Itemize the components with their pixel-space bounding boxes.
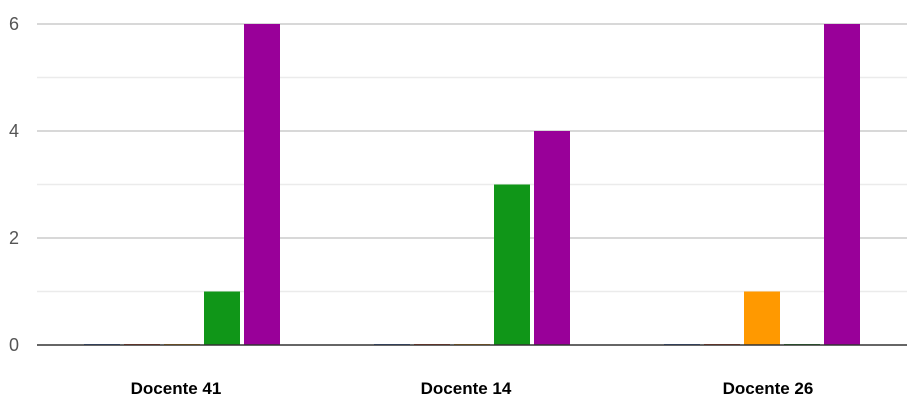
bars [84,24,860,345]
y-tick-labels: 0 2 4 6 [9,14,19,355]
bar-3-series-3 [744,291,780,345]
x-category-label: Docente 26 [723,379,814,396]
y-tick-label: 0 [9,335,19,355]
y-tick-label: 6 [9,14,19,34]
bar-3-series-5 [824,24,860,345]
bar-2-series-5 [534,131,570,345]
x-category-label: Docente 41 [131,379,222,396]
y-tick-label: 4 [9,121,19,141]
y-tick-label: 2 [9,228,19,248]
bar-2-series-4 [494,184,530,345]
bar-1-series-4 [204,291,240,345]
bar-1-series-5 [244,24,280,345]
x-category-label: Docente 14 [421,379,512,396]
gridlines [37,23,907,293]
x-category-labels: Docente 41 Docente 14 Docente 26 [131,379,814,396]
